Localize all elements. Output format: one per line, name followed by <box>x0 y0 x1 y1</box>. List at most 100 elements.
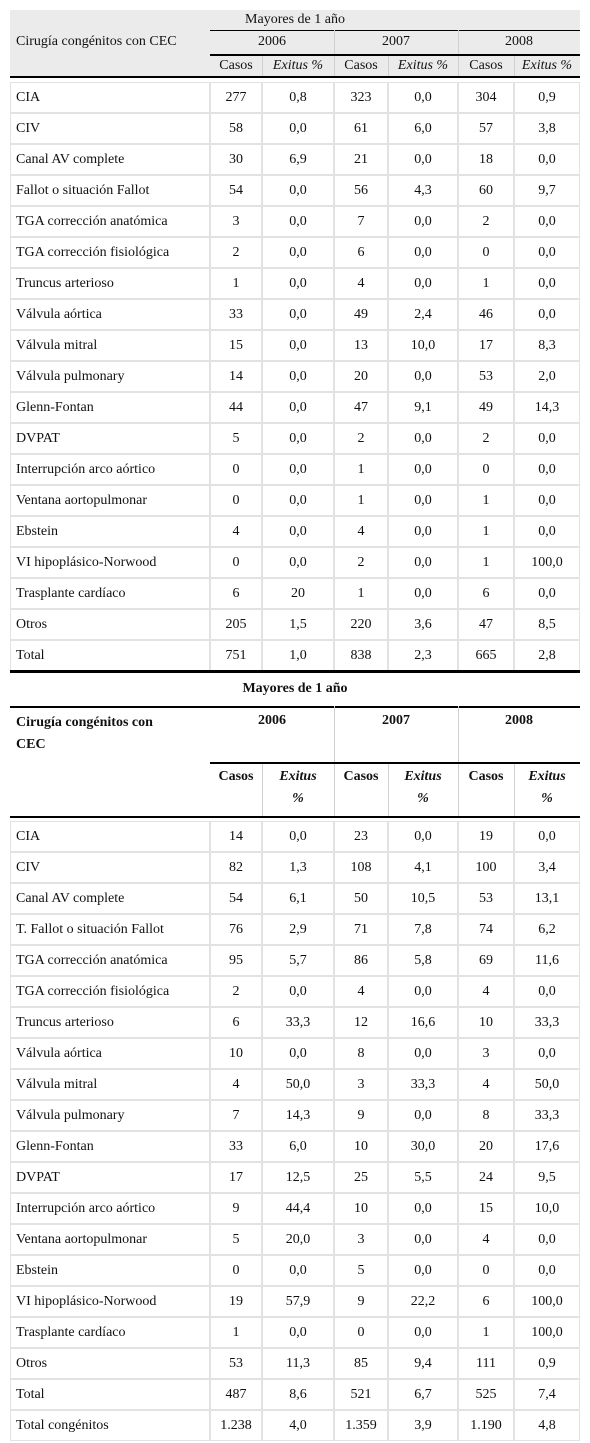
cell-value: 2 <box>232 983 240 999</box>
row-label: CIA <box>16 828 41 844</box>
cell-border <box>458 883 514 914</box>
cell-border <box>514 1038 580 1069</box>
cell-border <box>210 361 262 392</box>
cell-border <box>210 1193 262 1224</box>
cell-value: 0,0 <box>414 430 432 446</box>
cell-border <box>388 1410 458 1441</box>
header-bg <box>10 10 580 78</box>
cell-value: 0,0 <box>414 1107 432 1123</box>
cell-value: 19 <box>479 828 493 844</box>
header-sub: Casos <box>219 58 253 73</box>
cell-border <box>334 821 388 852</box>
cell-value: 1 <box>482 275 490 291</box>
cell-value: 1 <box>482 1324 490 1340</box>
cell-value: 5,7 <box>289 952 307 968</box>
cell-border <box>388 299 458 330</box>
cell-value: 2,0 <box>538 368 556 384</box>
cell-value: 9,1 <box>414 399 432 415</box>
cell-border <box>262 1100 334 1131</box>
row-label: Truncus arterioso <box>16 275 114 291</box>
header-sub: Casos <box>469 58 503 73</box>
cell-value: 0 <box>232 554 240 570</box>
cell-border <box>210 609 262 640</box>
cell-border <box>10 976 210 1007</box>
row-label: TGA corrección fisiológica <box>16 983 170 999</box>
cell-value: 0 <box>232 492 240 508</box>
cell-value: 4 <box>357 275 365 291</box>
cell-value: 0,0 <box>538 275 556 291</box>
cell-border <box>334 454 388 485</box>
rule <box>210 762 580 764</box>
cell-border <box>514 976 580 1007</box>
cell-border <box>210 206 262 237</box>
cell-border <box>334 1162 388 1193</box>
row-label: T. Fallot o situación Fallot <box>16 921 164 937</box>
cell-value: 0,0 <box>538 523 556 539</box>
cell-value: 0,0 <box>414 275 432 291</box>
cell-border <box>458 1162 514 1193</box>
cell-border <box>262 1317 334 1348</box>
cell-border <box>334 1410 388 1441</box>
cell-border <box>458 423 514 454</box>
cell-value: 76 <box>229 921 243 937</box>
cell-border <box>514 1131 580 1162</box>
cell-value: 33,3 <box>285 1014 311 1030</box>
row-label: Válvula pulmonary <box>16 1107 125 1123</box>
rule <box>458 30 459 54</box>
cell-border <box>514 268 580 299</box>
cell-border <box>10 547 210 578</box>
cell-value: 0,0 <box>289 213 307 229</box>
cell-value: 277 <box>225 89 247 105</box>
cell-value: 0 <box>232 1262 240 1278</box>
cell-border <box>458 1255 514 1286</box>
cell-value: 6 <box>482 1293 490 1309</box>
cell-border <box>10 578 210 609</box>
cell-border <box>210 1286 262 1317</box>
cell-border <box>334 547 388 578</box>
cell-value: 22,2 <box>410 1293 436 1309</box>
cell-value: 10,0 <box>534 1200 560 1216</box>
cell-value: 9 <box>357 1107 365 1123</box>
cell-value: 0 <box>482 461 490 477</box>
row-label: Otros <box>16 616 48 632</box>
cell-value: 0 <box>482 1262 490 1278</box>
cell-border <box>262 299 334 330</box>
cell-border <box>210 976 262 1007</box>
cell-value: 7 <box>357 213 365 229</box>
cell-value: 4 <box>357 523 365 539</box>
cell-value: 53 <box>479 890 493 906</box>
cell-border <box>10 1131 210 1162</box>
cell-value: 5,8 <box>414 952 432 968</box>
rule <box>262 762 263 818</box>
cell-value: 2 <box>357 430 365 446</box>
cell-border <box>262 1007 334 1038</box>
cell-value: 8 <box>357 1045 365 1061</box>
row-label: Ventana aortopulmonar <box>16 1231 148 1247</box>
cell-value: 0,0 <box>289 1045 307 1061</box>
cell-value: 3 <box>482 1045 490 1061</box>
cell-border <box>10 485 210 516</box>
cell-border <box>262 454 334 485</box>
cell-border <box>334 1038 388 1069</box>
cell-border <box>10 1286 210 1317</box>
cell-border <box>458 268 514 299</box>
cell-value: 0,0 <box>414 1231 432 1247</box>
cell-value: 46 <box>479 306 493 322</box>
cell-border <box>210 945 262 976</box>
cell-border <box>10 945 210 976</box>
cell-border <box>458 1317 514 1348</box>
header-sub: Casos <box>218 769 254 784</box>
cell-border <box>262 547 334 578</box>
cell-value: 18 <box>479 151 493 167</box>
cell-border <box>10 609 210 640</box>
cell-border <box>210 1317 262 1348</box>
cell-border <box>262 516 334 547</box>
header-sub: Casos <box>468 769 504 784</box>
cell-value: 205 <box>225 616 247 632</box>
cell-border <box>514 361 580 392</box>
cell-value: 44 <box>229 399 243 415</box>
cell-value: 0,0 <box>289 983 307 999</box>
cell-border <box>210 175 262 206</box>
rule <box>262 54 263 78</box>
